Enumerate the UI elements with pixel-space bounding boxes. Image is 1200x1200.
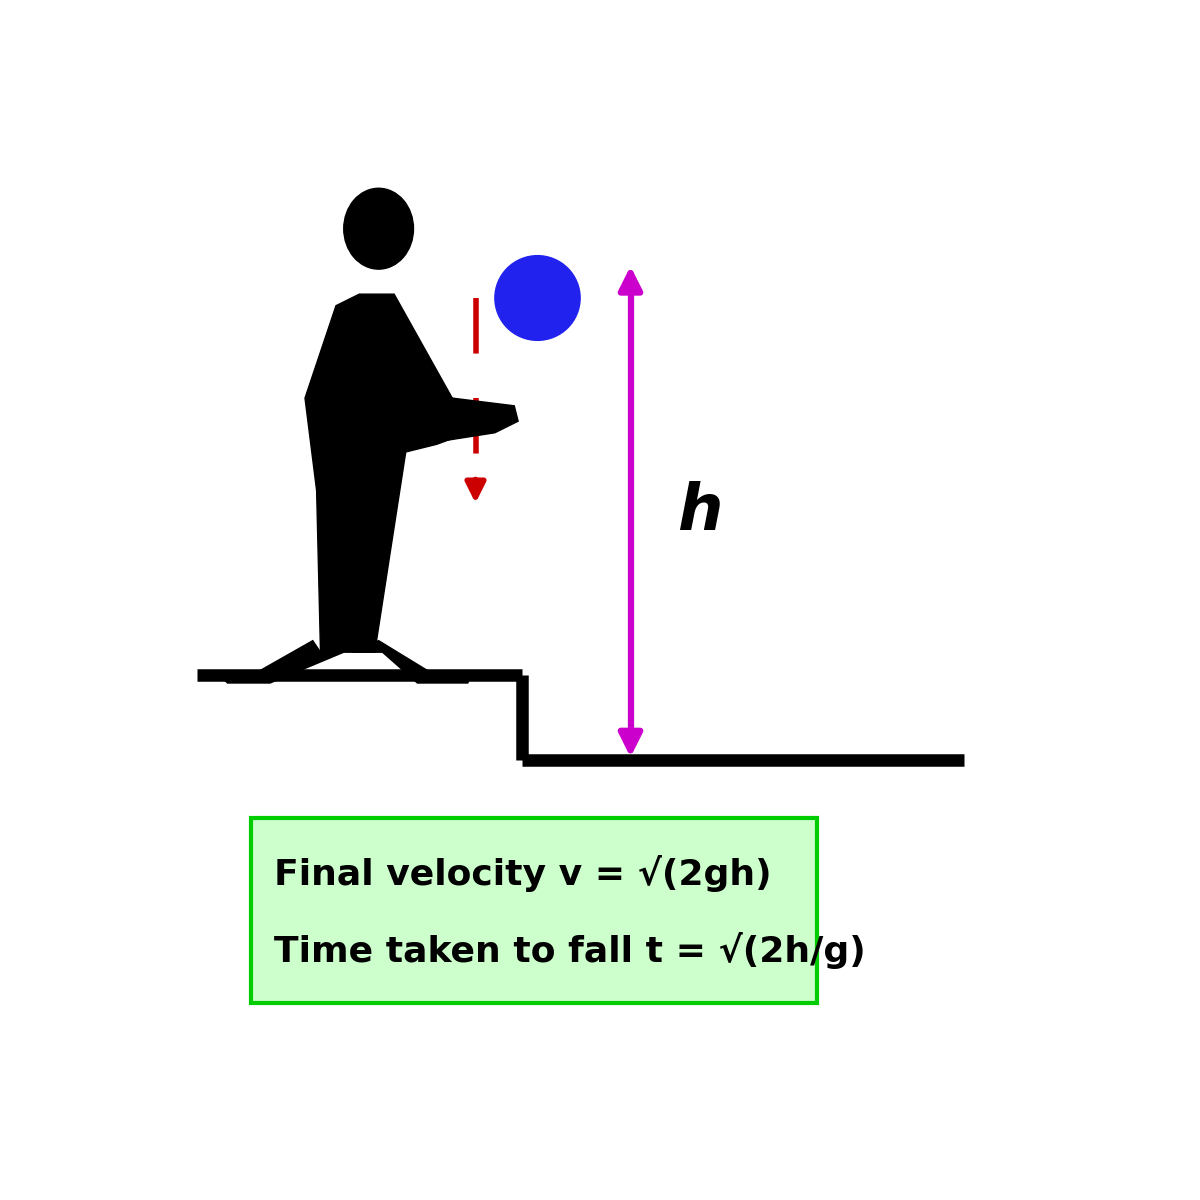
Polygon shape	[390, 398, 518, 444]
Polygon shape	[352, 641, 472, 683]
Text: Final velocity v = √(2gh): Final velocity v = √(2gh)	[274, 854, 772, 892]
Text: Time taken to fall t = √(2h/g): Time taken to fall t = √(2h/g)	[274, 932, 865, 970]
Ellipse shape	[343, 188, 414, 269]
Polygon shape	[305, 294, 499, 653]
Circle shape	[494, 256, 580, 341]
FancyBboxPatch shape	[251, 817, 816, 1002]
Text: h: h	[677, 481, 722, 544]
Polygon shape	[220, 641, 343, 683]
